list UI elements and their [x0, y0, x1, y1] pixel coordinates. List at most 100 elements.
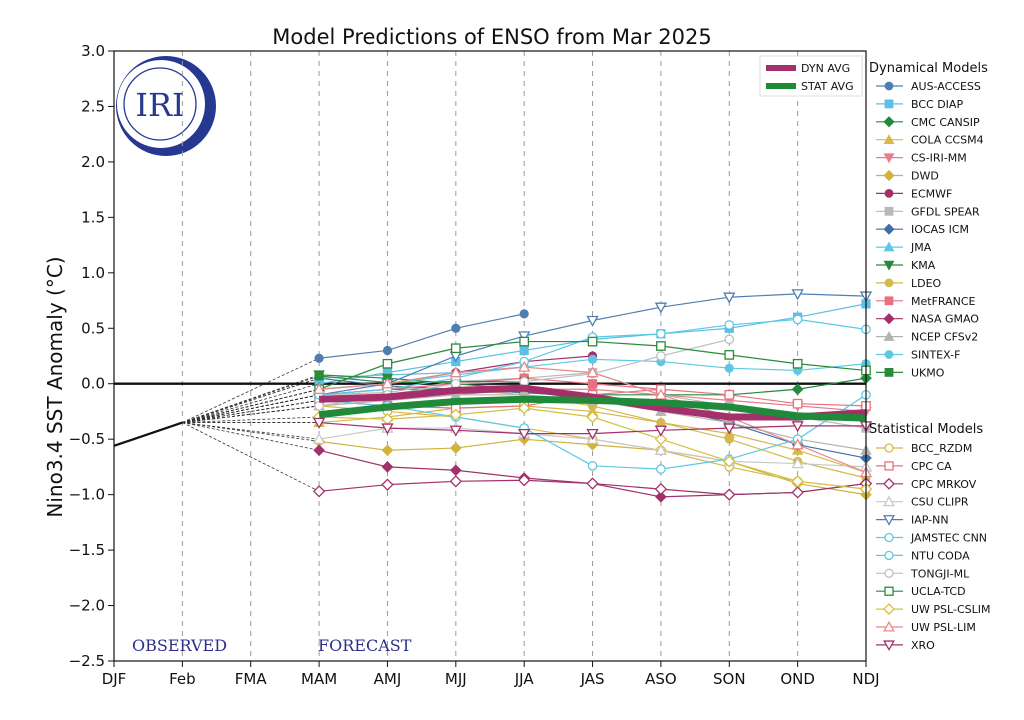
data-point-jamstec-cnn [587, 460, 598, 471]
guide-line-uw-psl-lim [182, 388, 320, 423]
legend-item-cmc-cansip: CMC CANSIP [876, 116, 980, 129]
legend-item-cola-ccsm4: COLA CCSM4 [876, 134, 984, 147]
data-point-ldeo [724, 434, 734, 444]
legend-marker-cs-iri-mm [883, 153, 895, 164]
data-point-ucla-tcd [519, 336, 530, 347]
data-point-xro [586, 428, 599, 441]
data-point-cpc-mrkov [723, 488, 736, 501]
data-point-cpc-ca [724, 389, 735, 400]
data-point-ucla-tcd [656, 341, 666, 351]
x-tick-label-aso: ASO [645, 670, 677, 688]
data-point-xro [654, 425, 668, 437]
y-axis-label: Nino3.4 SST Anomaly (°C) [43, 256, 67, 517]
data-point-ucla-tcd [382, 358, 393, 369]
guide-line-csu-clipr [182, 422, 320, 440]
legend-marker-uw-psl-cslim [883, 603, 895, 616]
logo-inner-disc [117, 60, 205, 148]
data-point-dwd [381, 444, 394, 457]
guide-line-dwd [182, 422, 320, 442]
x-axis-ticks: DJF Feb FMA MAM AMJ MJJ JJA JAS ASO SON OND NDJ [102, 661, 880, 688]
model-legend: Dynamical Models AUS-ACCESS BCC DIAP CMC CA… [869, 61, 990, 652]
legend-label-sintex-f: SINTEX-F [911, 349, 960, 362]
legend-marker-tongji-ml [884, 568, 894, 578]
data-point-nasa-gmao [313, 444, 325, 457]
legend-marker-jamstec-cnn [884, 532, 894, 543]
data-point-tongji-ml [724, 334, 735, 345]
data-point-ucla-tcd [792, 358, 803, 369]
avg-legend-box [759, 55, 863, 97]
x-tick-label-jas: JAS [580, 670, 605, 688]
legend-label-csu-clipr: CSU CLIPR [911, 496, 969, 509]
legend-label-uw-psl-lim: UW PSL-LIM [911, 621, 976, 634]
legend-label-kma: KMA [911, 259, 936, 272]
data-point-tongji-ml [656, 351, 666, 361]
legend-item-nasa-gmao: NASA GMAO [876, 313, 979, 326]
legend-label-jma: JMA [910, 241, 932, 254]
data-point-cpc-mrkov [654, 482, 668, 496]
data-point-xro [518, 428, 531, 441]
legend-item-dwd: DWD [876, 170, 939, 183]
data-point-xro [723, 423, 736, 435]
legend-label-xro: XRO [911, 639, 935, 652]
statistical-legend-title: Statistical Models [869, 422, 983, 437]
data-point-aus-access [451, 323, 461, 333]
legend-marker-csu-clipr [883, 495, 895, 507]
y-tick-label: 1.0 [81, 264, 105, 282]
data-point-ntu-coda [656, 328, 666, 339]
legend-marker-cola-ccsm4 [883, 134, 895, 144]
axes [113, 50, 867, 662]
data-point-cpc-mrkov [449, 475, 462, 488]
legend-marker-ukmo [884, 367, 894, 377]
data-point-cpc-mrkov [381, 478, 394, 491]
data-point-uw-psl-lim [381, 377, 394, 389]
legend-item-sintex-f: SINTEX-F [876, 349, 960, 362]
legend-marker-dwd [883, 169, 895, 182]
data-point-uw-psl-lim [791, 438, 804, 450]
y-tick-label: 2.0 [81, 153, 105, 171]
x-tick-label-jja: JJA [514, 670, 535, 688]
dynamical-legend-title: Dynamical Models [869, 61, 988, 76]
data-point-uw-psl-lim [654, 388, 668, 400]
guide-line-jma [182, 377, 320, 423]
legend-item-csu-clipr: CSU CLIPR [876, 495, 969, 509]
data-point-ntu-coda [724, 320, 735, 330]
avg-line-stat-avg [318, 395, 867, 422]
guide-line-jamstec-cnn [182, 399, 320, 423]
data-point-uw-psl-lim [518, 360, 531, 372]
legend-label-ecmwf: ECMWF [911, 187, 952, 200]
data-point-csu-clipr [312, 432, 326, 444]
y-tick-label: 2.5 [81, 97, 105, 115]
x-tick-label-fma: FMA [235, 670, 268, 688]
data-point-iap-nn [586, 315, 599, 327]
data-point-ucla-tcd [724, 350, 735, 360]
legend-marker-metfrance [884, 296, 894, 306]
y-tick-label: 3.0 [81, 42, 105, 60]
legend-label-metfrance: MetFRANCE [911, 295, 976, 308]
data-point-tongji-ml [450, 378, 461, 389]
legend-marker-ecmwf [884, 188, 894, 198]
data-point-uw-psl-cslim [654, 433, 668, 446]
data-point-dwd [450, 442, 462, 454]
legend-item-cpc-ca: CPC CA [876, 460, 952, 473]
legend-marker-bcc-diap [884, 99, 894, 109]
legend-label-tongji-ml: TONGJI-ML [910, 567, 970, 580]
guide-line-nasa-gmao [182, 422, 320, 451]
legend-label-ucla-tcd: UCLA-TCD [911, 585, 966, 598]
x-tick-label-son: SON [713, 670, 746, 688]
x-tick-label-ndj: NDJ [852, 670, 879, 688]
data-point-nasa-gmao [655, 491, 667, 503]
data-point-cpc-mrkov [518, 474, 531, 487]
legend-item-ldeo: LDEO [876, 277, 942, 290]
observed-line [113, 421, 183, 447]
data-point-csu-clipr [654, 443, 668, 455]
data-point-ucla-tcd [450, 343, 461, 354]
legend-label-ldeo: LDEO [911, 277, 942, 290]
data-point-iap-nn [654, 302, 668, 314]
data-point-cpc-mrkov [791, 486, 804, 499]
data-point-uw-psl-cslim [791, 475, 804, 488]
data-point-ucla-tcd [587, 336, 598, 347]
y-tick-label: −1.5 [69, 541, 105, 559]
y-tick-label: 1.5 [81, 208, 105, 226]
guide-line-uw-psl-cslim [182, 416, 320, 423]
